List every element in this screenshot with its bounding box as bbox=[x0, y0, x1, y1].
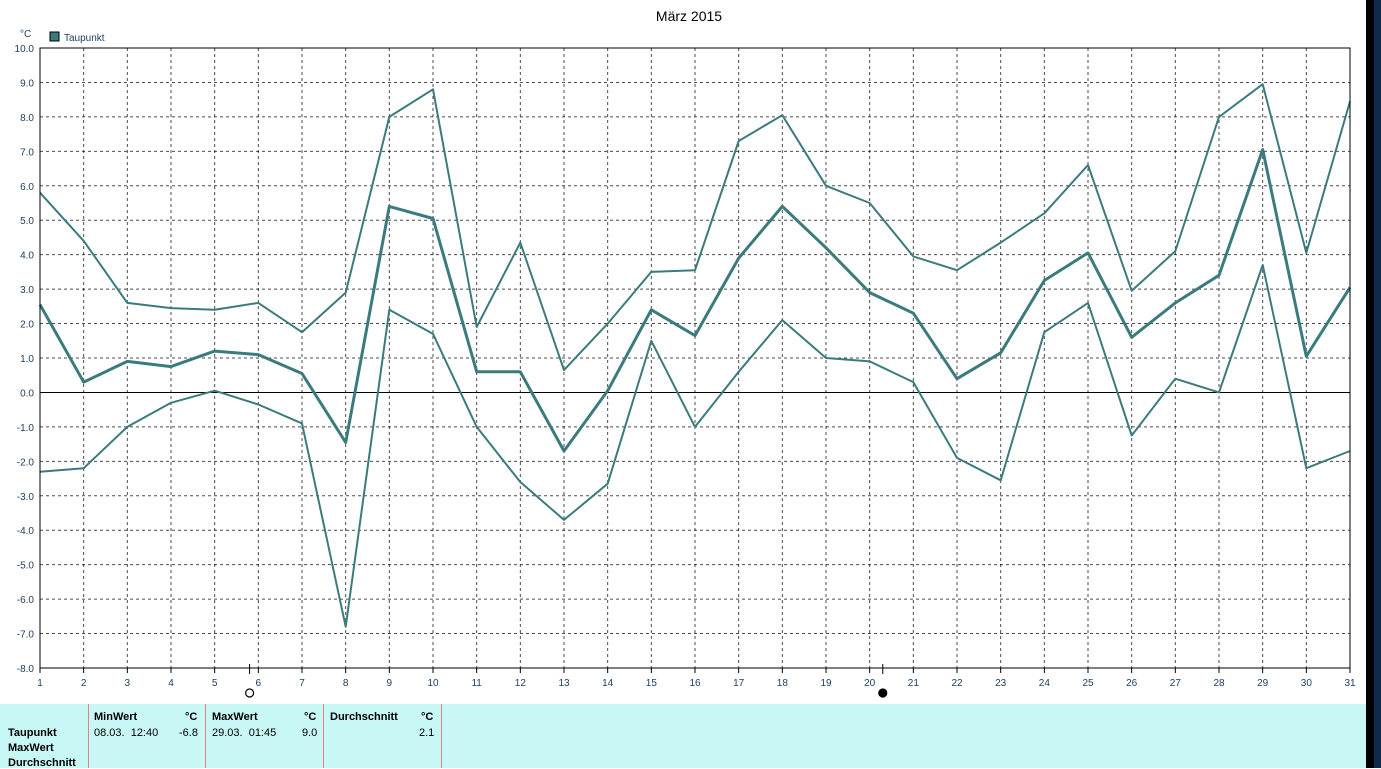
max-datetime: 29.03. 01:45 bbox=[212, 727, 277, 739]
y-tick-label: -3.0 bbox=[17, 492, 35, 503]
y-tick-label: 8.0 bbox=[20, 113, 34, 124]
x-tick-label: 9 bbox=[387, 678, 393, 689]
x-tick-label: 10 bbox=[427, 678, 439, 689]
max-header: MaxWert bbox=[212, 711, 258, 723]
min-header: MinWert bbox=[94, 711, 138, 723]
series-line-max bbox=[39, 83, 1351, 372]
x-tick-label: 22 bbox=[951, 678, 963, 689]
y-tick-label: -7.0 bbox=[17, 630, 35, 641]
new-moon-icon bbox=[878, 688, 888, 698]
x-tick-label: 31 bbox=[1344, 678, 1356, 689]
y-tick-label: 2.0 bbox=[20, 320, 34, 331]
x-tick-label: 30 bbox=[1301, 678, 1313, 689]
stats-label-column: Taupunkt MaxWert Durchschnitt bbox=[0, 704, 89, 769]
avg-unit: °C bbox=[421, 711, 434, 723]
max-value: 9.0 bbox=[302, 727, 318, 739]
y-tick-label: 5.0 bbox=[20, 216, 34, 227]
x-tick-label: 16 bbox=[689, 678, 701, 689]
y-tick-label: 7.0 bbox=[20, 147, 34, 158]
x-tick-label: 28 bbox=[1213, 678, 1225, 689]
plot-frame bbox=[39, 47, 1351, 669]
window-edge bbox=[1366, 0, 1381, 768]
x-tick-label: 15 bbox=[646, 678, 658, 689]
x-tick-label: 11 bbox=[471, 678, 482, 689]
series-line-min bbox=[39, 264, 1351, 628]
x-tick-label: 21 bbox=[908, 678, 920, 689]
y-tick-label: 9.0 bbox=[20, 78, 34, 89]
stats-min-column: MinWert °C 08.03. 12:40 -6.8 bbox=[89, 704, 206, 768]
y-tick-label: -6.0 bbox=[17, 595, 35, 606]
y-tick-label: 6.0 bbox=[20, 182, 34, 193]
x-tick-label: 26 bbox=[1126, 678, 1138, 689]
avg-header: Durchschnitt bbox=[330, 711, 398, 723]
x-tick-label: 18 bbox=[777, 678, 789, 689]
row-label-taupunkt: Taupunkt bbox=[8, 727, 57, 739]
stats-panel: Taupunkt MaxWert Durchschnitt MinWert °C… bbox=[0, 704, 1366, 769]
x-tick-label: 5 bbox=[212, 678, 218, 689]
y-tick-label: -5.0 bbox=[17, 561, 35, 572]
y-tick-label: -2.0 bbox=[17, 457, 35, 468]
x-tick-label: 2 bbox=[81, 678, 87, 689]
min-datetime: 08.03. 12:40 bbox=[94, 727, 159, 739]
y-tick-label: 1.0 bbox=[20, 354, 34, 365]
x-tick-label: 12 bbox=[515, 678, 527, 689]
x-tick-label: 3 bbox=[125, 678, 131, 689]
y-tick-label: -1.0 bbox=[17, 423, 35, 434]
stats-avg-column: Durchschnitt °C 2.1 bbox=[324, 704, 442, 768]
chart-title: März 2015 bbox=[656, 8, 722, 24]
chart: März 2015 °C Taupunkt 10.09.08.07.06.05.… bbox=[15, 8, 1356, 698]
x-tick-label: 4 bbox=[168, 678, 174, 689]
legend-label: Taupunkt bbox=[64, 33, 105, 44]
min-value: -6.8 bbox=[179, 727, 198, 739]
y-tick-label: 3.0 bbox=[20, 285, 34, 296]
x-tick-label: 25 bbox=[1082, 678, 1094, 689]
y-tick-label: 0.0 bbox=[20, 388, 34, 399]
stats-max-column: MaxWert °C 29.03. 01:45 9.0 bbox=[206, 704, 324, 768]
x-tick-label: 6 bbox=[256, 678, 262, 689]
x-tick-label: 19 bbox=[820, 678, 832, 689]
x-tick-label: 27 bbox=[1170, 678, 1182, 689]
x-tick-label: 23 bbox=[995, 678, 1007, 689]
x-tick-label: 17 bbox=[733, 678, 745, 689]
x-tick-label: 8 bbox=[343, 678, 349, 689]
x-tick-label: 1 bbox=[37, 678, 43, 689]
window-edge-strip bbox=[1374, 0, 1381, 768]
y-tick-label: -4.0 bbox=[17, 526, 35, 537]
y-tick-label: -8.0 bbox=[17, 664, 35, 675]
max-unit: °C bbox=[304, 711, 317, 723]
y-unit-label: °C bbox=[20, 29, 31, 40]
x-tick-label: 20 bbox=[864, 678, 876, 689]
x-tick-label: 24 bbox=[1039, 678, 1051, 689]
avg-value: 2.1 bbox=[419, 727, 435, 739]
x-tick-label: 7 bbox=[299, 678, 305, 689]
row-label-maxwert: MaxWert bbox=[8, 742, 54, 754]
row-label-durchschnitt: Durchschnitt bbox=[8, 757, 76, 769]
x-tick-label: 14 bbox=[602, 678, 614, 689]
y-tick-label: 10.0 bbox=[15, 44, 35, 55]
legend-swatch bbox=[49, 31, 60, 42]
x-tick-label: 13 bbox=[558, 678, 570, 689]
x-tick-label: 29 bbox=[1257, 678, 1269, 689]
full-moon-icon bbox=[245, 688, 255, 698]
y-tick-label: 4.0 bbox=[20, 251, 34, 262]
min-unit: °C bbox=[185, 711, 198, 723]
series-line-avg bbox=[38, 148, 1352, 453]
